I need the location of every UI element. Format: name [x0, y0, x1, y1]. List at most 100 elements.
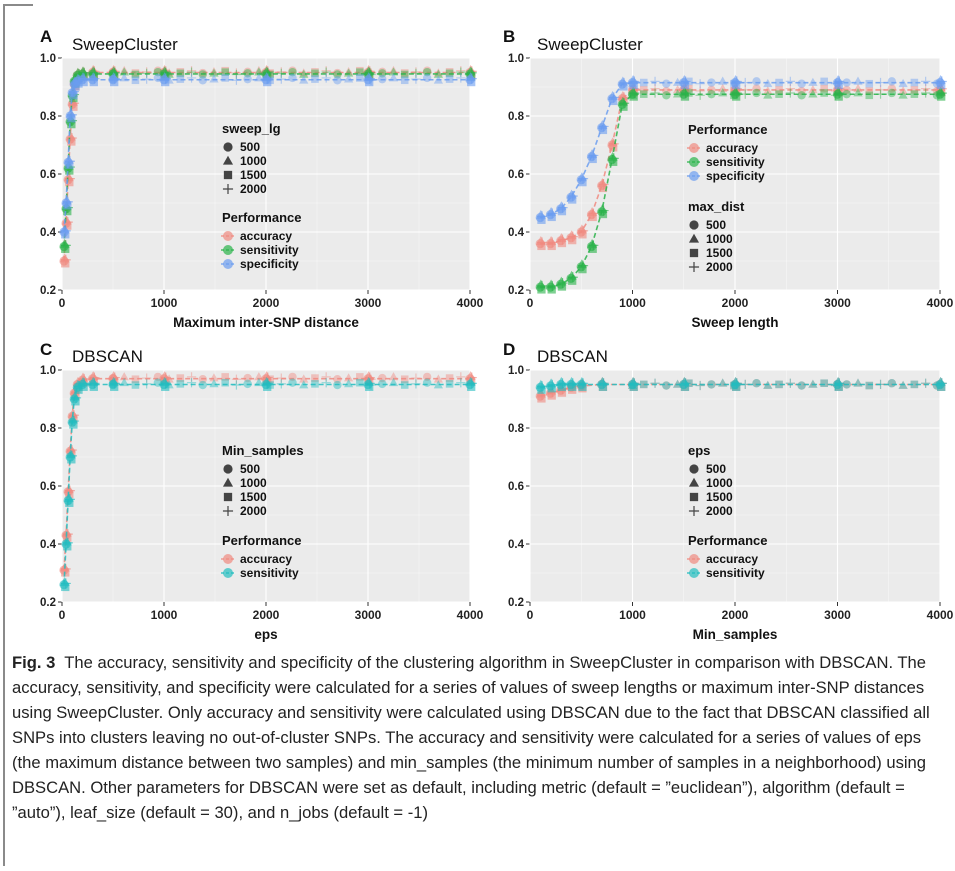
panel-A-point-specificity [254, 73, 264, 82]
panel-B-point-accuracy [865, 87, 874, 95]
panel-A-point-specificity [299, 75, 309, 84]
panel-B-point-specificity [921, 76, 931, 87]
panel-B-series-specificity [535, 75, 947, 224]
panel-A-point-specificity [266, 76, 274, 85]
panel-A-point-specificity [433, 75, 443, 84]
panel-A-point-sensitivity [356, 68, 364, 76]
panel-A-point-specificity [445, 75, 454, 83]
panel-B-point-sensitivity [936, 88, 947, 99]
panel-C-point-sensitivity [388, 377, 399, 387]
panel-C-point-sensitivity [422, 378, 432, 387]
panel-C-point-sensitivity [344, 379, 354, 388]
frame-left-border [3, 4, 5, 866]
panel-B-point-accuracy [921, 84, 931, 94]
panel-A-point-sensitivity [388, 67, 399, 76]
panel-B-legend-label: sensitivity [706, 155, 765, 169]
panel-D-point-sensitivity [875, 379, 886, 390]
panel-B-legend-label: 1000 [706, 232, 733, 246]
panel-B-point-specificity [547, 208, 558, 219]
panel-B-point-sensitivity [672, 89, 683, 98]
panel-A-point-sensitivity [422, 67, 432, 77]
panel-B-point-sensitivity [785, 88, 795, 98]
panel-D-point-sensitivity [629, 378, 640, 389]
panel-A-legend-title: sweep_lg [222, 121, 281, 136]
panel-A-point-sensitivity [254, 67, 264, 76]
panel-B-point-accuracy [557, 234, 568, 245]
panel-C-point-sensitivity [378, 379, 387, 389]
panel-A-point-specificity [466, 73, 477, 84]
panel-A-xtick-label: 1000 [151, 296, 178, 310]
panel-D-legend-title: eps [688, 443, 710, 458]
panel-C-point-accuracy [198, 375, 207, 384]
panel-B-point-sensitivity [577, 260, 589, 271]
panel-C-point-accuracy [445, 374, 454, 382]
panel-D-ytick-label: 0.4 [508, 539, 525, 551]
panel-B-point-sensitivity [650, 88, 660, 98]
panel-A-series-specificity [59, 72, 477, 239]
panel-A-point-sensitivity [276, 68, 286, 78]
panel-D-legend-key [688, 505, 700, 517]
panel-B-point-specificity [820, 77, 828, 86]
panel-B-series-sensitivity [535, 86, 947, 294]
panel-B-point-sensitivity [536, 280, 548, 291]
panel-C-point-accuracy [176, 374, 185, 382]
panel-B-point-specificity [627, 78, 638, 88]
panel-C-point-accuracy [153, 372, 163, 382]
panel-B-point-specificity [731, 76, 742, 87]
panel-A-point-sensitivity [198, 70, 207, 79]
panel-D-title: DBSCAN [537, 347, 608, 366]
panel-C-point-sensitivity [445, 380, 454, 388]
panel-B-ytick-label: 0.2 [508, 285, 524, 297]
panel-C-legend-label: 1000 [240, 476, 267, 490]
panel-A-point-specificity [186, 73, 197, 83]
panel-B-point-specificity [887, 77, 897, 86]
panel-A-legend-key [222, 183, 234, 195]
panel-A-xtick-label: 3000 [355, 296, 382, 310]
panel-B-point-accuracy [785, 84, 795, 94]
panel-C-point-sensitivity [68, 415, 80, 427]
panel-C-xtick-label: 4000 [457, 608, 484, 622]
panel-C-point-sensitivity [108, 379, 118, 389]
panel-B-point-accuracy [910, 86, 919, 94]
panel-D-point-sensitivity [567, 378, 578, 389]
panel-D-xtick-label: 3000 [824, 608, 851, 622]
panel-B-point-specificity [898, 78, 908, 88]
panel-D-legend-label: 1000 [706, 476, 733, 490]
panel-A-point-sensitivity [186, 67, 197, 77]
panel-C-point-sensitivity [89, 378, 100, 389]
panel-B-legend-label: 1500 [706, 246, 733, 260]
panel-A-point-accuracy [411, 67, 421, 77]
panel-A-point-specificity [400, 76, 409, 85]
panel-D-point-sensitivity [730, 381, 738, 390]
panel-B-point-sensitivity [588, 240, 599, 251]
panel-C-point-accuracy [221, 373, 229, 381]
panel-A-point-sensitivity [288, 67, 297, 77]
panel-C-point-accuracy [400, 375, 409, 384]
panel-B-point-specificity [650, 76, 660, 87]
panel-B-point-sensitivity [820, 89, 828, 97]
panel-C-point-sensitivity [333, 380, 342, 390]
panel-C-point-accuracy [60, 563, 71, 574]
panel-B-point-accuracy [588, 208, 599, 219]
panel-A-point-accuracy [176, 68, 185, 76]
panel-A-point-accuracy [276, 67, 286, 77]
panel-C-point-sensitivity [299, 380, 309, 389]
panel-A-point-specificity [66, 109, 78, 120]
panel-A-point-sensitivity [299, 69, 309, 78]
panel-A-point-accuracy [142, 67, 152, 77]
panel-B-point-specificity [718, 76, 728, 85]
panel-A-legend-color: Performance accuracysensitivityspecificit… [221, 210, 301, 271]
panel-C-xlabel: eps [254, 627, 277, 642]
panel-C-ytick-label: 0.2 [40, 597, 56, 609]
panel-C-point-sensitivity [321, 378, 331, 388]
panel-B-point-sensitivity [730, 91, 738, 100]
panel-A-point-specificity [388, 73, 399, 82]
panel-A-point-specificity [366, 75, 376, 85]
panel-D-point-sensitivity [627, 380, 638, 389]
panel-B-ytick-label: 0.6 [508, 169, 524, 181]
panel-C-point-sensitivity [131, 381, 140, 389]
figure-caption: Fig. 3 The accuracy, sensitivity and spe… [12, 650, 947, 825]
panel-C-letter: C [40, 340, 52, 359]
panel-D-point-accuracy [775, 380, 783, 389]
